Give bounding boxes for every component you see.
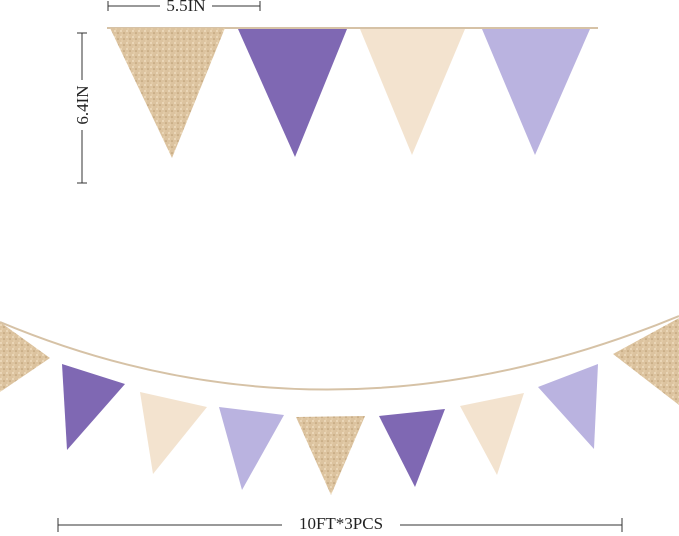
width-label: 5.5IN [166, 0, 205, 15]
height-dimension: 6.4IN [73, 32, 92, 184]
height-label: 6.4IN [73, 85, 92, 124]
top-bunting [107, 27, 598, 158]
length-label: 10FT*3PCS [299, 514, 383, 533]
width-dimension: 5.5IN [107, 0, 261, 15]
bottom-bunting [0, 315, 679, 495]
length-dimension: 10FT*3PCS [57, 514, 623, 536]
